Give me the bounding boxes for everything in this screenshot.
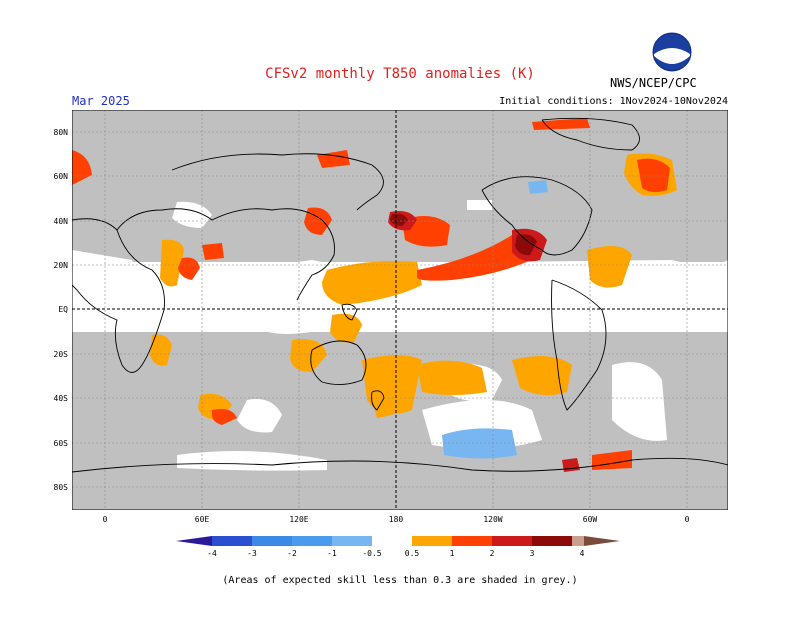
colorbar-swatch (372, 536, 412, 546)
forecast-month: Mar 2025 (72, 94, 130, 108)
colorbar-label: -4 (207, 549, 217, 558)
noaa-logo-icon (652, 32, 692, 72)
colorbar-label: 2 (490, 549, 495, 558)
colorbar-swatch (532, 536, 572, 546)
lon-label: 60E (195, 515, 210, 524)
colorbar-label: 3 (530, 549, 535, 558)
lat-axis: 80N 60N 40N 20N EQ 20S 40S 60S 80S (54, 128, 69, 492)
anomaly-map (72, 110, 728, 510)
colorbar-swatch (332, 536, 372, 546)
lon-label: 120E (289, 515, 308, 524)
lat-label: 20N (54, 261, 69, 270)
lon-label: 120W (483, 515, 502, 524)
lon-axis: 0 60E 120E 180 120W 60W 0 (103, 515, 690, 524)
colorbar-swatch (452, 536, 492, 546)
lat-label: 80N (54, 128, 69, 137)
colorbar-swatch (572, 536, 584, 546)
colorbar-label: 1 (450, 549, 455, 558)
colorbar-label: -1 (327, 549, 337, 558)
coastlines (72, 117, 728, 473)
lat-label: 60S (54, 439, 69, 448)
lat-label: 20S (54, 350, 69, 359)
skill-footnote: (Areas of expected skill less than 0.3 a… (222, 575, 578, 586)
lat-label: 60N (54, 172, 69, 181)
lon-label: 60W (583, 515, 598, 524)
colorbar-swatch (252, 536, 292, 546)
colorbar-swatch (492, 536, 532, 546)
agency-label: NWS/NCEP/CPC (610, 76, 697, 90)
equator-dateline (72, 110, 728, 510)
lon-label: 0 (103, 515, 108, 524)
chart-title: CFSv2 monthly T850 anomalies (K) (265, 66, 535, 82)
lat-label: EQ (58, 305, 68, 314)
gridlines (72, 110, 728, 510)
lat-label: 40S (54, 394, 69, 403)
colorbar-swatch (412, 536, 452, 546)
colorbar-swatch (292, 536, 332, 546)
colorbar: -4 -3 -2 -1 -0.5 0.5 1 2 3 4 (176, 536, 620, 558)
colorbar-swatch (584, 536, 620, 546)
warm-anomaly-3-4 (390, 213, 537, 256)
colorbar-label: 0.5 (405, 549, 420, 558)
colorbar-swatch (212, 536, 252, 546)
colorbar-label: -2 (287, 549, 297, 558)
cool-anomaly (442, 180, 548, 459)
colorbar-label: -0.5 (362, 549, 381, 558)
colorbar-label: -3 (247, 549, 257, 558)
warm-anomaly-0.5-1 (150, 153, 677, 420)
initial-conditions: Initial conditions: 1Nov2024-10Nov2024 (499, 96, 728, 107)
lon-label: 180 (389, 515, 404, 524)
colorbar-swatch (176, 536, 212, 546)
lat-label: 40N (54, 217, 69, 226)
colorbar-label: 4 (580, 549, 585, 558)
lon-label: 0 (685, 515, 690, 524)
lat-label: 80S (54, 483, 69, 492)
